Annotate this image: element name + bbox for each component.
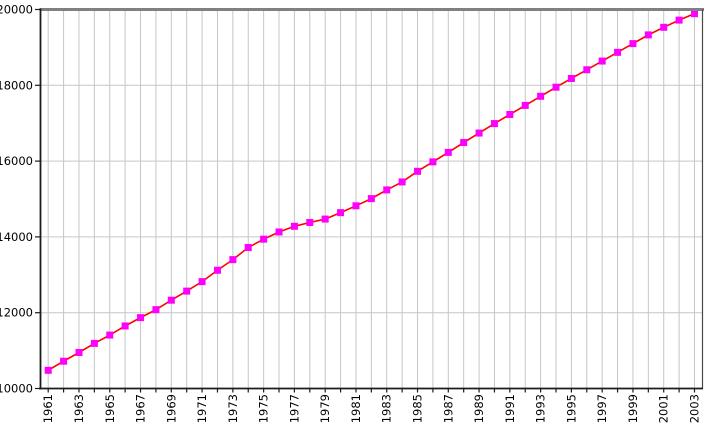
data-point-marker: [152, 306, 160, 314]
data-point-marker: [444, 148, 452, 156]
data-point-marker: [644, 31, 652, 39]
x-axis-tick-label: 1977: [287, 394, 301, 423]
data-point-marker: [183, 287, 191, 295]
data-point-marker: [490, 120, 498, 128]
data-point-marker: [337, 209, 345, 217]
data-point-marker: [137, 314, 145, 322]
y-axis-tick-label: 18000: [0, 78, 33, 92]
x-axis-tick-label: 2001: [657, 394, 671, 423]
x-axis-tick-label: 1991: [503, 394, 517, 423]
data-point-marker: [675, 16, 683, 24]
data-point-marker: [229, 256, 237, 264]
data-point-marker: [167, 296, 175, 304]
x-axis-tick-label: 2003: [688, 394, 702, 423]
data-point-marker: [506, 110, 514, 118]
data-point-marker: [44, 366, 52, 374]
data-point-marker: [598, 57, 606, 65]
data-point-marker: [614, 48, 622, 56]
data-point-marker: [244, 244, 252, 252]
x-axis-tick-label: 1983: [380, 394, 394, 423]
data-point-marker: [383, 186, 391, 194]
x-axis-tick-label: 1985: [411, 394, 425, 423]
x-axis-tick-label: 1993: [534, 394, 548, 423]
x-axis-tick-label: 1973: [226, 394, 240, 423]
x-axis-tick-label: 1981: [349, 394, 363, 423]
data-point-marker: [567, 74, 575, 82]
x-axis-tick-label: 1975: [257, 394, 271, 423]
data-point-marker: [75, 348, 83, 356]
data-point-marker: [475, 129, 483, 137]
data-point-marker: [537, 92, 545, 100]
data-point-marker: [275, 228, 283, 236]
data-point-marker: [106, 331, 114, 339]
y-axis-tick-label: 14000: [0, 230, 33, 244]
data-point-marker: [213, 266, 221, 274]
data-point-marker: [367, 195, 375, 203]
data-point-marker: [429, 158, 437, 166]
x-axis-tick-label: 1979: [318, 394, 332, 423]
data-point-marker: [691, 10, 698, 18]
data-point-marker: [583, 66, 591, 74]
x-axis-tick-label: 1999: [626, 394, 640, 423]
x-axis-tick-label: 1995: [564, 394, 578, 423]
y-axis-tick-label: 10000: [0, 382, 33, 396]
data-point-marker: [352, 202, 360, 210]
y-axis-tick-label: 16000: [0, 154, 33, 168]
x-axis-tick-label: 1967: [134, 394, 148, 423]
data-point-marker: [552, 83, 560, 91]
data-point-marker: [414, 167, 422, 175]
data-point-marker: [121, 322, 129, 330]
x-axis-tick-label: 1971: [195, 394, 209, 423]
x-axis-tick-label: 1961: [41, 394, 55, 423]
y-axis-tick-label: 12000: [0, 306, 33, 320]
data-point-marker: [290, 222, 298, 230]
data-point-marker: [521, 101, 529, 109]
data-point-marker: [398, 178, 406, 186]
x-axis-tick-label: 1965: [103, 394, 117, 423]
y-axis-tick-label: 20000: [0, 3, 33, 17]
data-point-marker: [321, 215, 329, 223]
data-point-marker: [60, 357, 68, 365]
x-axis-tick-label: 1997: [595, 394, 609, 423]
x-axis-tick-label: 1969: [164, 394, 178, 423]
data-point-marker: [460, 139, 468, 147]
data-point-marker: [660, 23, 668, 31]
x-axis-tick-label: 1987: [441, 394, 455, 423]
data-point-marker: [306, 218, 314, 226]
data-point-marker: [260, 235, 268, 243]
data-point-marker: [198, 278, 206, 286]
data-point-marker: [90, 339, 98, 347]
x-axis-tick-label: 1989: [472, 394, 486, 423]
data-point-marker: [629, 40, 637, 48]
x-axis-tick-label: 1963: [72, 394, 86, 423]
